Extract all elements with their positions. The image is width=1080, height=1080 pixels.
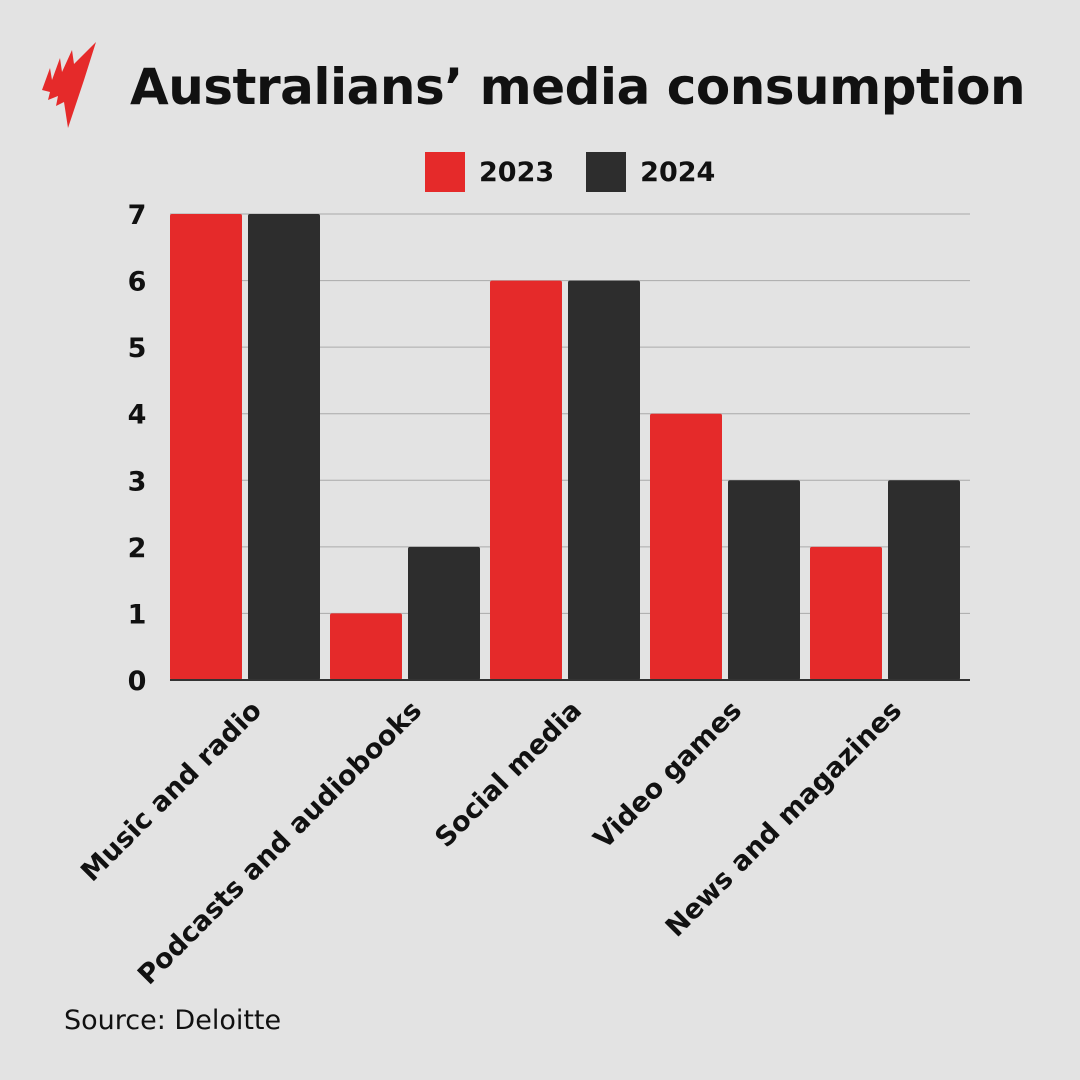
legend-label: 2024 — [640, 156, 716, 188]
x-tick-label: Social media — [429, 695, 588, 854]
bar-2024 — [568, 280, 640, 680]
bar-2023 — [650, 413, 722, 680]
bar-2024 — [248, 214, 320, 680]
y-tick-label: 2 — [128, 533, 147, 564]
y-tick-label: 4 — [128, 400, 147, 431]
legend-swatch — [425, 152, 465, 192]
sbs-logo — [42, 42, 96, 128]
legend: 2023 2024 — [425, 152, 747, 192]
y-tick-label: 3 — [128, 466, 147, 497]
legend-label: 2023 — [479, 156, 555, 188]
bar-2023 — [330, 613, 402, 680]
y-tick-label: 6 — [128, 267, 147, 298]
y-tick-label: 7 — [128, 200, 147, 231]
legend-swatch — [586, 152, 627, 192]
chart-title: Australians’ media consumption — [130, 58, 1026, 116]
y-tick-label: 5 — [128, 333, 147, 364]
y-tick-label: 1 — [128, 599, 147, 630]
bar-2024 — [888, 480, 960, 680]
x-tick-label: Music and radio — [75, 695, 268, 888]
bar-2023 — [170, 214, 242, 680]
bar-2023 — [490, 280, 562, 680]
bar-2024 — [408, 546, 480, 680]
legend-item-2023: 2023 — [425, 152, 554, 192]
bar-2023 — [810, 546, 882, 680]
bar-2024 — [728, 480, 800, 680]
y-tick-label: 0 — [128, 666, 147, 697]
legend-item-2024: 2024 — [586, 152, 715, 192]
source-note: Source: Deloitte — [64, 1005, 282, 1036]
x-tick-label: Podcasts and audiobooks — [132, 695, 428, 991]
x-tick-label: Video games — [588, 695, 748, 855]
